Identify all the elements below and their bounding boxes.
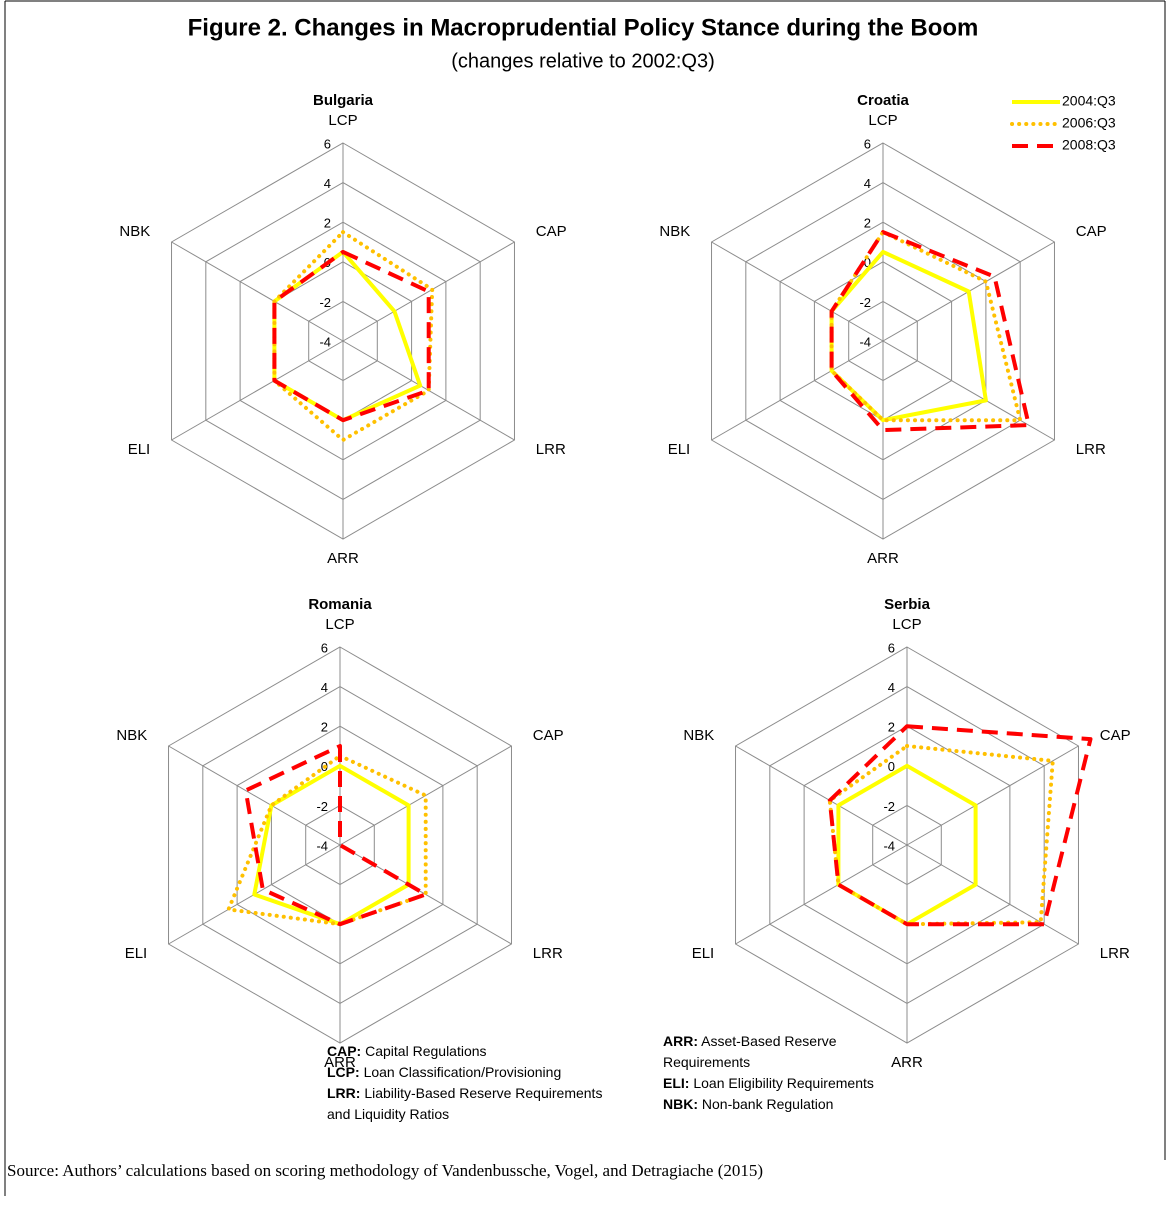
category-label: CAP [1100, 727, 1131, 744]
note: ELI: Loan Eligibility Requirements [663, 1073, 913, 1094]
tick-label: 0 [888, 759, 895, 774]
category-label: CAP [536, 223, 567, 240]
notes-left: CAP: Capital Regulations LCP: Loan Classi… [327, 1041, 617, 1125]
tick-label: -4 [316, 838, 328, 853]
category-label: ARR [324, 1054, 356, 1071]
note-text: Capital Regulations [365, 1043, 487, 1059]
tick-label: 4 [888, 680, 895, 695]
chart-title: Croatia [857, 92, 909, 109]
spoke [906, 745, 1079, 846]
tick-label: 2 [324, 216, 331, 231]
chart-title: Bulgaria [313, 92, 374, 109]
spoke [171, 340, 344, 441]
category-label: ARR [867, 550, 899, 567]
spoke [171, 241, 344, 342]
figure-subtitle: (changes relative to 2002:Q3) [451, 50, 715, 72]
series-line [252, 763, 411, 927]
chart-title: Serbia [884, 596, 931, 613]
spoke [168, 745, 341, 846]
note: LRR: Liability-Based Reserve Requirement… [327, 1083, 617, 1125]
tick-label: -4 [883, 838, 895, 853]
series-line [827, 724, 1093, 927]
tick-label: 6 [864, 136, 871, 151]
tick-label: -2 [316, 799, 328, 814]
note-abbr: LCP: [327, 1064, 360, 1080]
figure-title: Figure 2. Changes in Macroprudential Pol… [188, 14, 979, 41]
note: LCP: Loan Classification/Provisioning [327, 1062, 617, 1083]
note: NBK: Non-bank Regulation [663, 1094, 913, 1115]
tick-label: 4 [864, 176, 871, 191]
tick-label: 2 [864, 216, 871, 231]
note-text: Non-bank Regulation [701, 1096, 834, 1112]
note-abbr: LRR: [327, 1085, 361, 1101]
category-label: LCP [325, 616, 354, 633]
series-line [243, 744, 428, 927]
tick-label: 6 [888, 640, 895, 655]
note-text: Asset-Based Reserve Requirements [663, 1033, 837, 1070]
spoke [735, 745, 908, 846]
category-label: CAP [533, 727, 564, 744]
category-label: LRR [533, 945, 563, 962]
category-label: ARR [891, 1054, 923, 1071]
tick-label: -2 [859, 295, 871, 310]
category-label: ELI [125, 945, 148, 962]
tick-label: -2 [883, 799, 895, 814]
category-label: CAP [1076, 223, 1107, 240]
category-label: NBK [683, 727, 714, 744]
tick-label: 4 [324, 176, 331, 191]
category-label: LRR [1100, 945, 1130, 962]
notes-right: ARR: Asset-Based Reserve Requirements ELI… [663, 1031, 913, 1115]
category-label: NBK [116, 727, 147, 744]
spoke [339, 745, 512, 846]
spoke [711, 340, 884, 441]
category-label: ELI [692, 945, 715, 962]
note-text: Loan Eligibility Requirements [693, 1075, 874, 1091]
legend-label: 2004:Q3 [1062, 93, 1116, 109]
tick-label: 0 [864, 255, 871, 270]
category-label: ELI [128, 441, 151, 458]
spoke [711, 241, 884, 342]
category-label: NBK [119, 223, 150, 240]
note-abbr: NBK: [663, 1096, 698, 1112]
spoke [882, 340, 1055, 441]
category-label: ELI [668, 441, 691, 458]
note: CAP: Capital Regulations [327, 1041, 617, 1062]
category-label: LRR [1076, 441, 1106, 458]
chart-title: Romania [308, 596, 372, 613]
note-text: Liability-Based Reserve Requirements and… [327, 1085, 603, 1122]
series-line [272, 230, 435, 442]
series-line [829, 230, 1031, 433]
tick-label: 6 [324, 136, 331, 151]
source: Source: Authors’ calculations based on s… [7, 1161, 764, 1180]
tick-label: 4 [321, 680, 328, 695]
category-label: LRR [536, 441, 566, 458]
tick-label: 2 [321, 720, 328, 735]
category-label: ARR [327, 550, 359, 567]
note: ARR: Asset-Based Reserve Requirements [663, 1031, 913, 1073]
tick-label: 2 [888, 720, 895, 735]
category-label: LCP [892, 616, 921, 633]
legend-label: 2006:Q3 [1062, 115, 1116, 131]
note-abbr: ARR: [663, 1033, 698, 1049]
spoke [735, 844, 908, 945]
series-line [272, 249, 431, 423]
tick-label: 6 [321, 640, 328, 655]
note-abbr: CAP: [327, 1043, 362, 1059]
category-label: LCP [328, 112, 357, 129]
series-line [829, 230, 1023, 423]
note-text: Loan Classification/Provisioning [363, 1064, 562, 1080]
legend-label: 2008:Q3 [1062, 137, 1116, 153]
tick-label: -4 [859, 334, 871, 349]
spoke [342, 241, 515, 342]
spoke [906, 844, 1079, 945]
tick-label: -2 [319, 295, 331, 310]
category-label: NBK [659, 223, 690, 240]
note-abbr: ELI: [663, 1075, 690, 1091]
category-label: LCP [868, 112, 897, 129]
tick-label: -4 [319, 334, 331, 349]
